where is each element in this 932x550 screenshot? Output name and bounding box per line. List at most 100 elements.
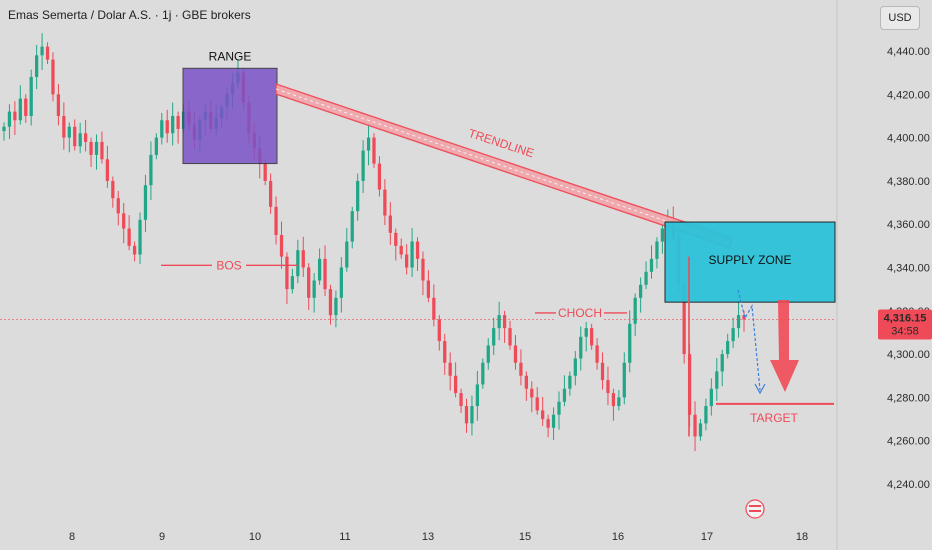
candle-body xyxy=(502,315,507,329)
last-price-tag xyxy=(878,309,932,340)
candle-body xyxy=(73,126,77,147)
candle-body xyxy=(541,410,545,420)
candle-body xyxy=(736,315,741,329)
candle-body xyxy=(595,345,599,363)
candle-body xyxy=(715,371,719,389)
candle-body xyxy=(154,137,158,155)
candle-body xyxy=(693,414,697,437)
candle-body xyxy=(426,280,431,298)
candle-body xyxy=(704,406,708,424)
bos-label-bg xyxy=(212,256,246,275)
projection-path xyxy=(737,289,761,391)
candle-body xyxy=(655,241,659,259)
y-tick-label: 4,340.00 xyxy=(887,263,930,275)
candle-body xyxy=(590,328,594,346)
x-tick-label: 9 xyxy=(159,531,165,543)
target-label: TARGET xyxy=(750,411,798,425)
candle-body xyxy=(149,154,153,186)
candle-body xyxy=(622,362,626,398)
candle-body xyxy=(350,211,354,242)
candle-body xyxy=(726,341,730,355)
candle-body xyxy=(339,267,343,298)
candle-body xyxy=(698,423,703,437)
x-tick-label: 15 xyxy=(519,531,531,543)
candle-body xyxy=(301,250,305,268)
candle-body xyxy=(143,185,148,220)
range-label: RANGE xyxy=(209,49,252,63)
candle-body xyxy=(573,358,577,376)
candle-body xyxy=(644,271,648,285)
last-price-value: 4,316.15 xyxy=(884,312,927,324)
candle-body xyxy=(453,375,458,394)
candle-body xyxy=(317,258,322,281)
candle-body xyxy=(481,362,485,385)
candle-body xyxy=(388,215,392,233)
candle-body xyxy=(486,345,490,363)
candle-body xyxy=(524,375,528,389)
candle-body xyxy=(176,115,180,129)
candle-body xyxy=(56,94,61,116)
candle-body xyxy=(579,336,583,359)
y-tick-label: 4,280.00 xyxy=(887,392,930,404)
candle-body xyxy=(372,137,376,164)
candle-body xyxy=(557,401,561,415)
x-tick-label: 11 xyxy=(339,531,350,543)
candle-body xyxy=(138,219,142,255)
candle-body xyxy=(731,328,735,342)
range-box xyxy=(182,67,278,165)
candle-body xyxy=(263,163,267,181)
candle-body xyxy=(116,198,120,214)
flag-stripe xyxy=(749,510,761,512)
supply-zone-box xyxy=(664,221,836,303)
candle-body xyxy=(568,375,572,389)
candle-body xyxy=(709,388,713,407)
x-tick-label: 18 xyxy=(796,531,808,543)
candle-body xyxy=(45,46,50,60)
candle-body xyxy=(29,76,33,116)
candle-body xyxy=(720,354,724,372)
chart-title: Emas Semerta / Dolar A.S. · 1j · GBE bro… xyxy=(8,8,251,22)
candle-body xyxy=(328,289,333,316)
x-tick-label: 13 xyxy=(422,531,434,543)
currency-button[interactable]: USD xyxy=(880,6,920,30)
candle-body xyxy=(638,284,643,298)
candle-body xyxy=(100,141,104,160)
candle-body xyxy=(105,159,110,181)
candle-body xyxy=(459,393,463,407)
candle-body xyxy=(443,341,447,363)
candle-body xyxy=(307,267,311,298)
candle-body xyxy=(89,141,93,155)
candle-body xyxy=(290,276,295,290)
candle-body xyxy=(7,111,12,127)
candle-body xyxy=(127,228,131,246)
candle-body xyxy=(617,397,621,407)
choch-label-bg xyxy=(556,303,604,322)
candle-body xyxy=(448,362,452,376)
candle-body xyxy=(2,126,6,132)
candle-body xyxy=(296,250,300,277)
candle-body xyxy=(584,328,588,337)
candle-body xyxy=(132,245,137,255)
candle-body xyxy=(432,297,436,320)
candle-body xyxy=(67,126,71,138)
candle-body xyxy=(345,241,349,268)
candle-body xyxy=(633,297,637,324)
flag-stripe xyxy=(749,505,761,507)
candle-body xyxy=(111,180,115,199)
candle-body xyxy=(285,256,289,290)
countdown-value: 34:58 xyxy=(891,325,919,337)
candle-body xyxy=(83,133,88,142)
candle-body xyxy=(519,362,523,376)
candle-body xyxy=(377,163,382,190)
candle-body xyxy=(742,315,746,320)
candle-body xyxy=(356,180,360,212)
y-tick-label: 4,380.00 xyxy=(887,176,930,188)
candle-body xyxy=(13,111,17,121)
candle-body xyxy=(410,241,414,268)
candle-body xyxy=(312,280,316,298)
us-flag-event-icon xyxy=(745,499,765,519)
y-tick-label: 4,300.00 xyxy=(887,349,930,361)
projection-arrowhead xyxy=(754,383,766,395)
